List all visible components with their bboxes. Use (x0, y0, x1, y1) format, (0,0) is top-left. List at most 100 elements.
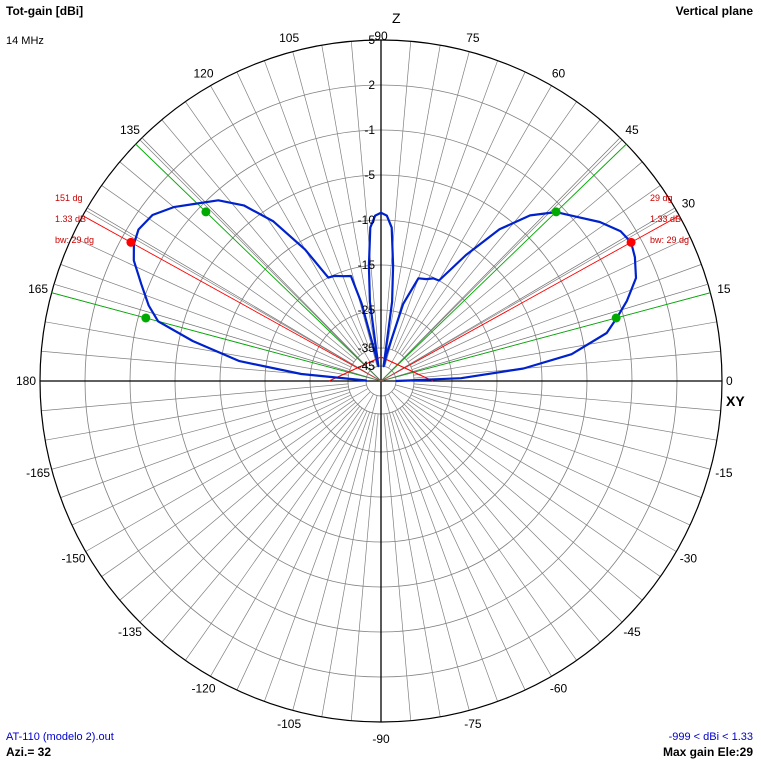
gain-range-label: -999 < dBi < 1.33 (668, 731, 753, 743)
halfpower-line (380, 283, 709, 382)
angle-tick-label: -75 (464, 717, 482, 731)
grid-spoke (401, 119, 601, 356)
max-gain-marker (626, 237, 636, 247)
angle-tick-label: -60 (550, 681, 568, 695)
halfpower-line (380, 143, 627, 382)
angle-tick-label: -30 (680, 552, 698, 566)
grid-spoke (410, 236, 691, 368)
grid-spoke (139, 139, 371, 371)
angle-tick-label: 135 (120, 123, 140, 137)
z-axis-label: Z (392, 10, 401, 26)
grid-spoke (391, 139, 623, 371)
halfpower-marker (141, 313, 151, 323)
grid-spoke (321, 413, 376, 717)
radiation-pattern (132, 199, 638, 383)
angle-tick-label: -120 (191, 681, 215, 695)
grid-spoke (45, 386, 349, 441)
grid-spoke (386, 45, 441, 349)
halfpower-line (51, 292, 382, 382)
grid-spoke (406, 401, 643, 601)
plane-label: Vertical plane (675, 4, 753, 18)
grid-spoke (85, 388, 369, 552)
halfpower-line (141, 137, 382, 382)
grid-spoke (410, 394, 691, 526)
radial-tick-label: 2 (368, 78, 375, 92)
radial-tick-label: -45 (358, 359, 376, 373)
radial-tick-label: -35 (358, 341, 376, 355)
halfpower-line (380, 292, 711, 382)
angle-tick-label: -15 (715, 466, 733, 480)
grid-spoke (383, 413, 412, 721)
grid-spoke (119, 401, 356, 601)
grid-spoke (386, 413, 441, 717)
grid-spoke (383, 41, 412, 349)
radial-tick-label: -1 (364, 123, 375, 137)
grid-spoke (101, 185, 355, 363)
angle-tick-label: 0 (726, 374, 733, 388)
grid-spoke (321, 45, 376, 349)
grid-spoke (406, 161, 643, 361)
grid-spoke (411, 264, 702, 371)
tick-labels: 0 15 30 45 60 75 90 105 120 135 165 180 -165 -150 -135… (16, 29, 733, 746)
grid-spoke (101, 399, 355, 577)
radial-tick-label: -15 (358, 258, 376, 272)
angle-tick-label: 165 (28, 282, 48, 296)
grid-spoke (185, 407, 363, 661)
max-gain-wedge (328, 356, 434, 382)
grid-spoke (384, 395, 470, 711)
grid-spoke (388, 85, 552, 369)
grid-spoke (210, 393, 374, 677)
angle-tick-label: 30 (682, 197, 696, 211)
angle-tick-label: -45 (623, 625, 641, 639)
grid-spoke (391, 411, 498, 702)
grid-spoke (41, 383, 349, 412)
max-gain-annotation: 1.33 dB (650, 214, 681, 224)
grid-spoke (161, 119, 361, 356)
grid-spoke (292, 51, 378, 367)
max-gain-annotation: 1.33 dB (55, 214, 86, 224)
grid-spoke (45, 321, 349, 376)
grid-spoke (71, 236, 352, 368)
halfpower-line (53, 283, 382, 382)
max-gain-annotation: bw: 29 dg (55, 235, 94, 245)
grid-spoke (413, 350, 721, 379)
angle-tick-label: -105 (277, 717, 301, 731)
pattern-markers (126, 207, 636, 323)
grid-spoke (350, 41, 379, 349)
grid-spoke (388, 393, 552, 677)
grid-spoke (236, 71, 368, 352)
max-gain-label: Max gain Ele:29 (662, 745, 753, 759)
grid-spoke (51, 384, 367, 470)
angle-tick-label: 90 (374, 29, 388, 43)
chart-title: Tot-gain [dBi] (6, 4, 84, 18)
angle-tick-label: -165 (26, 466, 50, 480)
angle-tick-label: 105 (279, 31, 299, 45)
grid-spoke (413, 386, 717, 441)
grid-spoke (264, 60, 371, 351)
halfpower-marker (551, 207, 561, 217)
halfpower-marker (201, 207, 211, 217)
angle-tick-label: 15 (717, 282, 731, 296)
grid-spoke (413, 383, 721, 412)
radial-tick-label: 5 (368, 33, 375, 47)
angle-tick-label: 60 (552, 67, 566, 81)
azimuth-label: Azi.= 32 (6, 745, 52, 759)
grid-spoke (413, 321, 717, 376)
grid-spoke (399, 407, 577, 661)
halfpower-marker (611, 313, 621, 323)
angle-tick-label: 120 (193, 67, 213, 81)
grid-spoke (119, 161, 356, 361)
grid-spoke (210, 85, 374, 369)
grid-spoke (393, 388, 677, 552)
grid-spoke (399, 101, 577, 355)
max-gain-annotation: bw: 29 dg (650, 235, 689, 245)
grid-spoke (401, 406, 601, 643)
grid-spoke (161, 406, 361, 643)
angle-tick-label: -90 (372, 732, 390, 746)
max-gain-annotation: 29 dg (650, 193, 673, 203)
max-gain-annotation: 151 dg (55, 193, 83, 203)
pattern-curve (132, 199, 638, 383)
halfpower-line (380, 137, 621, 382)
angle-tick-label: -150 (62, 552, 86, 566)
